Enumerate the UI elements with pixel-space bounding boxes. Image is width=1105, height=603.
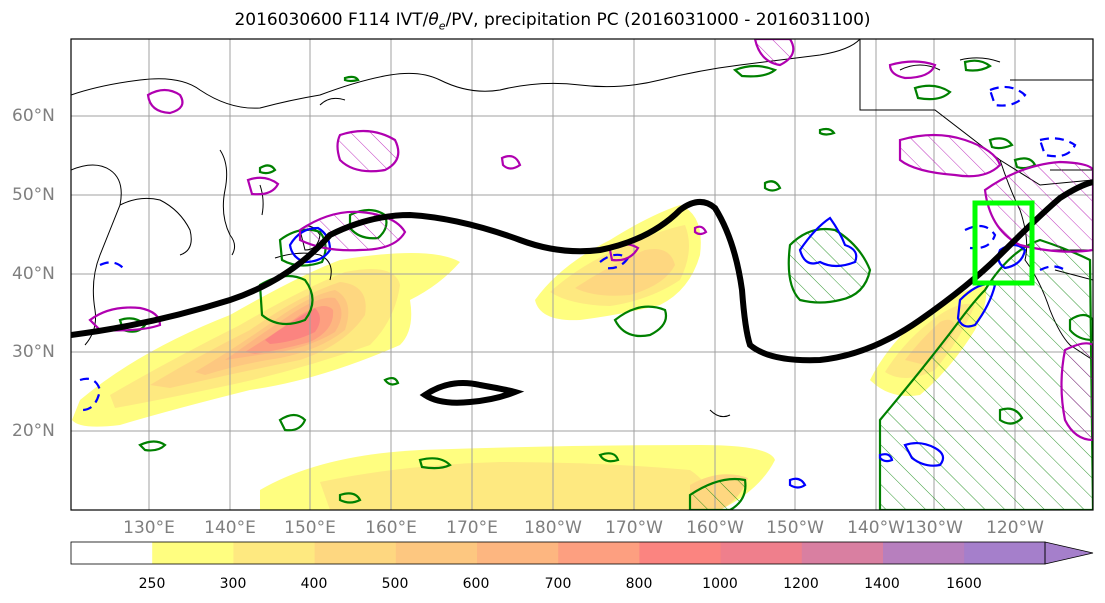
lon-label: 150°W — [766, 518, 824, 538]
colorbar-cell — [801, 542, 884, 564]
lon-label: 130°W — [905, 518, 963, 538]
colorbar-extend-arrow — [1044, 541, 1094, 565]
lat-label: 30°N — [12, 342, 55, 362]
lon-label: 160°E — [365, 518, 417, 538]
colorbar-cell — [71, 542, 153, 564]
lon-label: 170°E — [446, 518, 498, 538]
pv-contour — [71, 179, 1093, 406]
colorbar-frame — [70, 541, 1046, 565]
theta-e-contours — [88, 39, 1093, 442]
colorbar-tick-label: 700 — [544, 576, 572, 592]
colorbar-tick-label: 1400 — [864, 576, 900, 592]
lat-label: 50°N — [12, 185, 55, 205]
colorbar-cell — [720, 542, 803, 564]
colorbar-tick-label: 600 — [462, 576, 490, 592]
colorbar-tick-label: 500 — [381, 576, 409, 592]
lon-label: 160°W — [686, 518, 744, 538]
colorbar-cell — [233, 542, 316, 564]
ivt-shading — [72, 205, 987, 510]
colorbar-tick-label: 400 — [300, 576, 328, 592]
map-title: 2016030600 F114 IVT/θe/PV, precipitation… — [234, 10, 871, 33]
colorbar-cell — [395, 542, 478, 564]
lat-label: 40°N — [12, 264, 55, 284]
colorbar — [70, 541, 1094, 565]
lat-label: 60°N — [12, 106, 55, 126]
colorbar-tick-label: 300 — [219, 576, 247, 592]
lon-label: 170°W — [605, 518, 663, 538]
lat-label: 20°N — [12, 421, 55, 441]
map-frame — [70, 38, 1094, 511]
colorbar-tick-label: 800 — [625, 576, 653, 592]
colorbar-cell — [558, 542, 640, 564]
colorbar-tick-label: 1600 — [946, 576, 982, 592]
colorbar-cell — [314, 542, 397, 564]
lon-label: 120°W — [986, 518, 1044, 538]
lon-label: 150°E — [284, 518, 336, 538]
colorbar-cell — [152, 542, 234, 564]
colorbar-cell — [883, 542, 965, 564]
colorbar-tick-label: 1000 — [702, 576, 738, 592]
lon-label: 140°W — [847, 518, 905, 538]
colorbar-cell — [639, 542, 722, 564]
lon-label: 130°E — [123, 518, 175, 538]
colorbar-cell — [477, 542, 559, 564]
target-region-box — [972, 200, 1035, 286]
colorbar-cell — [964, 542, 1046, 564]
colorbar-tick-label: 250 — [138, 576, 166, 592]
lon-label: 140°E — [204, 518, 256, 538]
gridlines — [71, 39, 1093, 510]
colorbar-tick-label: 1200 — [783, 576, 819, 592]
lon-label: 180°W — [524, 518, 582, 538]
